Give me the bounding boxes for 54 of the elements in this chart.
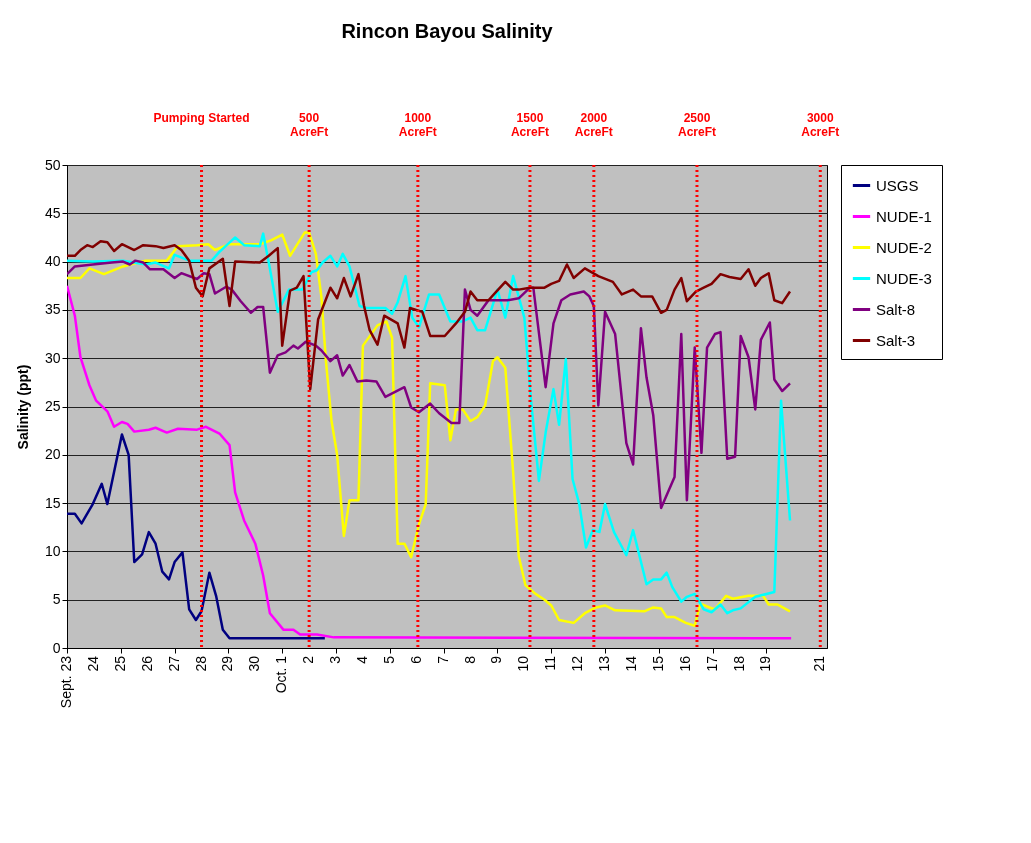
x-tick-label: 4	[353, 655, 370, 664]
x-tick-label: Sept. 23	[58, 655, 74, 709]
y-tick-label: 15	[44, 494, 61, 511]
y-tick-label: 35	[44, 301, 61, 318]
x-tick-label: 21	[811, 655, 828, 672]
ref-line-label: 1000 AcreFt	[398, 111, 437, 139]
x-tick-label: 16	[676, 655, 693, 672]
legend-label: USGS	[876, 176, 919, 194]
x-tick-label: 17	[703, 655, 720, 672]
x-tick-label: 15	[649, 655, 666, 672]
legend-label: Salt-8	[876, 300, 916, 318]
x-tick-label: 8	[461, 655, 478, 664]
ref-line-label: 2500 AcreFt	[677, 111, 716, 139]
y-tick-label: 25	[44, 398, 61, 414]
x-tick-label: 5	[380, 655, 397, 664]
chart-title: Rincon Bayou Salinity	[341, 20, 554, 42]
y-tick-label: 20	[44, 446, 61, 463]
x-tick-label: 24	[84, 655, 101, 672]
y-tick-label: 30	[44, 349, 61, 366]
x-tick-label: 6	[407, 655, 424, 664]
y-tick-label: 45	[44, 204, 61, 221]
x-tick-label: 28	[192, 655, 209, 672]
x-tick-label: 12	[569, 655, 586, 672]
x-tick-label: 13	[596, 655, 613, 672]
x-tick-label: 7	[434, 655, 451, 664]
x-tick-label: Oct. 1	[273, 655, 290, 694]
legend-label: NUDE-1	[876, 207, 932, 225]
legend-label: NUDE-2	[876, 238, 932, 256]
y-tick-label: 5	[52, 591, 61, 608]
y-axis-title: Salinity (ppt)	[14, 364, 31, 450]
x-tick-label: 9	[488, 655, 505, 664]
x-tick-label: 19	[757, 655, 774, 672]
x-tick-label: 18	[730, 655, 747, 672]
y-tick-label: 50	[44, 156, 61, 173]
x-tick-label: 27	[165, 655, 182, 672]
x-tick-label: 26	[138, 655, 155, 672]
y-tick-label: 10	[44, 542, 61, 559]
ref-line-label: 1500 AcreFt	[510, 111, 549, 139]
x-tick-label: 2	[300, 655, 317, 664]
x-tick-label: 30	[246, 655, 263, 672]
ref-line-label: 500 AcreFt	[290, 111, 329, 139]
ref-line-label: Pumping Started	[153, 111, 250, 125]
ref-line-label: 3000 AcreFt	[801, 111, 840, 139]
x-tick-label: 11	[542, 655, 559, 671]
ref-line-label: 2000 AcreFt	[574, 111, 613, 139]
x-tick-label: 29	[219, 655, 236, 672]
y-tick-label: 0	[52, 639, 61, 656]
legend-label: Salt-3	[876, 331, 916, 349]
x-tick-label: 3	[327, 655, 344, 664]
legend-label: NUDE-3	[876, 269, 932, 287]
x-tick-label: 10	[515, 655, 532, 672]
x-tick-label: 25	[111, 655, 128, 672]
y-tick-label: 40	[44, 253, 61, 270]
x-tick-label: 14	[622, 655, 639, 672]
